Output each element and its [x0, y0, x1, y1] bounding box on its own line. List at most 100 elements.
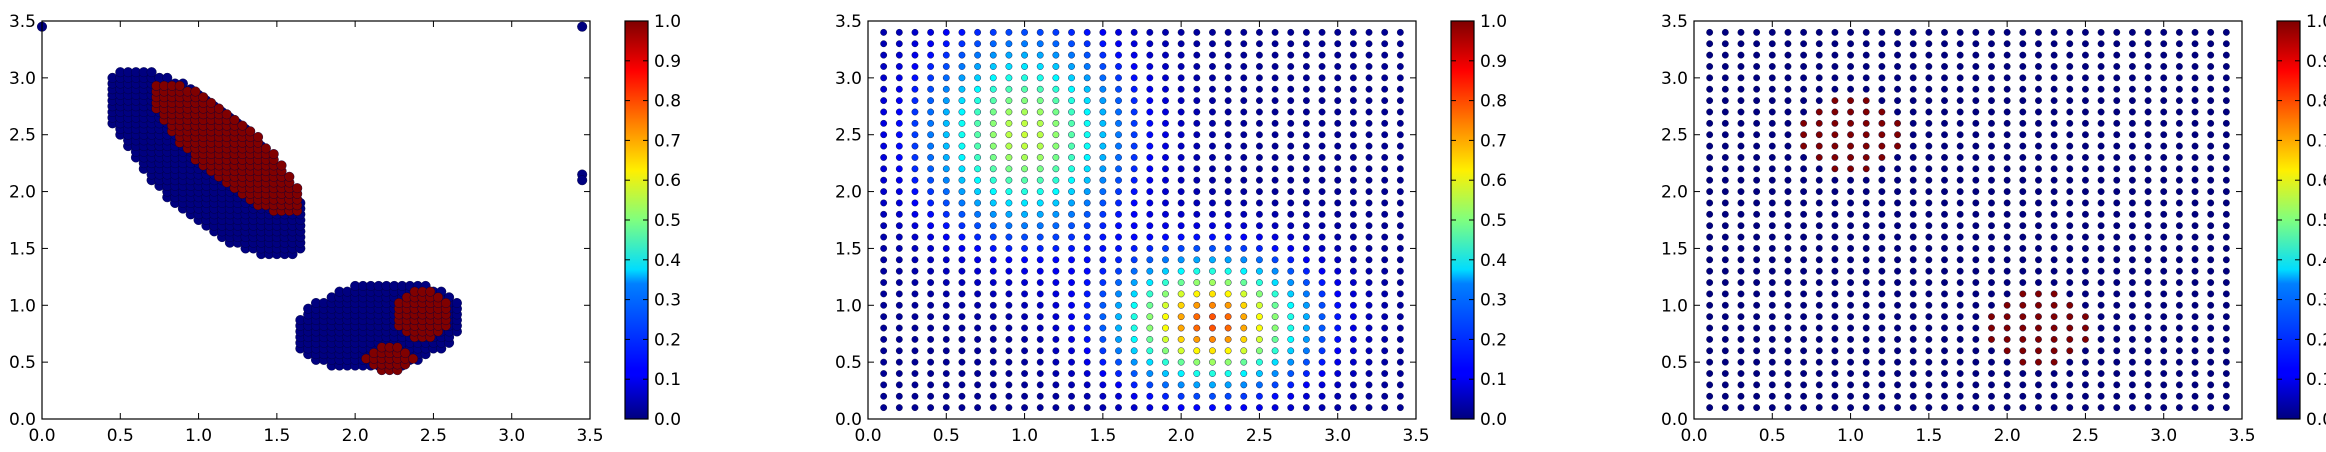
data-point — [2207, 40, 2215, 48]
data-point — [1349, 279, 1357, 286]
data-point — [1036, 301, 1044, 309]
data-point — [1988, 142, 1995, 150]
data-point — [1334, 108, 1342, 116]
data-point — [927, 28, 935, 36]
data-point — [1318, 119, 1326, 127]
data-point — [1349, 347, 1357, 355]
data-point — [1800, 40, 1808, 48]
data-point — [1318, 245, 1326, 252]
data-point — [2160, 40, 2168, 48]
data-point — [1256, 301, 1263, 309]
data-point — [2003, 404, 2011, 412]
data-point — [2035, 245, 2042, 252]
data-point — [1878, 63, 1886, 70]
data-point — [1831, 347, 1839, 355]
data-point — [1396, 131, 1404, 139]
data-point — [1303, 74, 1310, 82]
data-point — [1800, 131, 1808, 139]
data-point — [2035, 154, 2042, 161]
data-point — [2160, 301, 2168, 309]
data-point — [1209, 131, 1216, 139]
data-point — [1036, 392, 1044, 400]
data-point — [1021, 279, 1028, 286]
data-point — [2175, 404, 2183, 412]
data-point — [1909, 165, 1917, 173]
data-point — [989, 28, 997, 36]
data-point — [1099, 313, 1107, 321]
data-point — [2175, 131, 2183, 139]
data-point — [989, 370, 997, 377]
data-point — [1334, 301, 1342, 309]
data-point — [1878, 392, 1886, 400]
data-point — [1721, 131, 1729, 139]
data-point — [1224, 131, 1232, 139]
data-point — [911, 108, 919, 116]
data-point — [880, 267, 888, 275]
data-point — [1847, 267, 1854, 275]
data-point — [2050, 40, 2058, 48]
x-tick-label: 1.0 — [1011, 426, 1038, 446]
data-point — [1240, 358, 1248, 366]
data-point — [1831, 256, 1839, 264]
data-point — [2066, 85, 2074, 93]
data-point — [1271, 301, 1279, 309]
data-point — [1365, 63, 1373, 70]
data-point — [911, 347, 919, 355]
data-point — [1721, 165, 1729, 173]
data-point — [1303, 279, 1310, 286]
data-point — [1146, 108, 1154, 116]
data-point — [1209, 63, 1216, 70]
data-point — [1753, 51, 1761, 59]
data-point — [1925, 74, 1933, 82]
data-point — [927, 324, 935, 332]
data-point — [2222, 313, 2230, 321]
data-point — [2019, 222, 2027, 230]
data-point — [1021, 40, 1028, 48]
data-point — [1021, 347, 1028, 355]
data-point — [1349, 222, 1357, 230]
x-tick-label: 2.5 — [420, 426, 447, 446]
data-point — [1894, 63, 1901, 70]
data-point — [880, 74, 888, 82]
data-point — [1130, 370, 1138, 377]
data-point — [1224, 335, 1232, 343]
data-point — [1972, 28, 1980, 36]
data-point — [1334, 233, 1342, 241]
data-point — [2019, 154, 2027, 161]
data-point — [2128, 358, 2136, 366]
data-point — [2019, 301, 2027, 309]
data-point — [1925, 233, 1933, 241]
data-point — [2019, 245, 2027, 252]
data-point — [1115, 301, 1122, 309]
colorbar-tick-label: 0.9 — [654, 52, 681, 72]
data-point — [1381, 358, 1389, 366]
data-point — [1706, 131, 1714, 139]
data-point — [880, 233, 888, 241]
data-point — [1303, 85, 1310, 93]
data-point — [1130, 108, 1138, 116]
data-point — [2128, 392, 2136, 400]
data-point — [895, 313, 903, 321]
data-point — [927, 119, 935, 127]
data-point — [2128, 176, 2136, 184]
axes-frame — [1693, 20, 2243, 420]
data-point — [1193, 245, 1201, 252]
data-point — [1381, 131, 1389, 139]
data-point — [1068, 381, 1075, 389]
data-point — [1815, 85, 1823, 93]
data-point — [1271, 290, 1279, 298]
data-point — [911, 233, 919, 241]
data-point — [1381, 165, 1389, 173]
data-point — [1847, 74, 1854, 82]
data-point — [2144, 188, 2152, 195]
x-tick-label: 0.5 — [1759, 426, 1786, 446]
data-point — [1334, 210, 1342, 218]
data-point — [1972, 245, 1980, 252]
data-point — [1240, 142, 1248, 150]
data-point — [974, 40, 981, 48]
data-point — [1956, 381, 1964, 389]
data-point — [2191, 40, 2199, 48]
data-point — [2207, 313, 2215, 321]
data-point — [1972, 381, 1980, 389]
data-point — [942, 51, 950, 59]
